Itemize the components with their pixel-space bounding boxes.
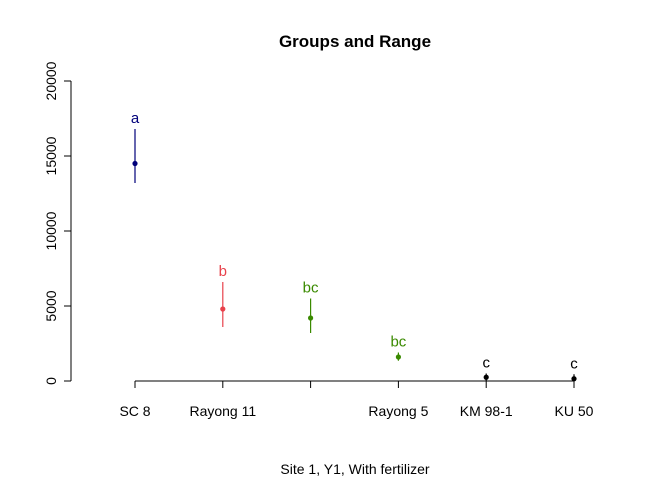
- x-axis: SC 8 Rayong 11 Rayong 5 KM 98-1 KU 50: [119, 380, 594, 419]
- y-tick-label: 20000: [43, 61, 59, 100]
- mean-point: [483, 374, 489, 380]
- mean-point: [220, 306, 226, 312]
- y-tick-label: 5000: [43, 290, 59, 321]
- x-axis-title: Site 1, Y1, With fertilizer: [280, 461, 429, 477]
- group-letter-label: c: [482, 355, 490, 372]
- mean-point: [132, 160, 138, 167]
- mean-point: [308, 315, 314, 321]
- x-tick-label: KM 98-1: [460, 403, 513, 419]
- mean-point: [571, 376, 577, 382]
- group-letter-label: bc: [303, 280, 319, 297]
- y-tick-label: 0: [43, 377, 59, 385]
- chart-title: Groups and Range: [279, 32, 431, 51]
- x-tick-label: SC 8: [119, 403, 150, 419]
- x-tick-label: Rayong 11: [189, 403, 256, 419]
- mean-point: [395, 354, 401, 360]
- group-letter-label: b: [219, 263, 227, 280]
- data-marks: a b bc bc c c: [131, 110, 578, 382]
- group-letter-label: c: [570, 355, 578, 372]
- group-letter-label: bc: [390, 334, 406, 351]
- x-tick-label: Rayong 5: [368, 403, 428, 419]
- group-letter-label: a: [131, 110, 140, 127]
- y-axis: 0 5000 10000 15000 20000: [43, 61, 72, 385]
- y-tick-label: 10000: [43, 211, 59, 250]
- y-tick-label: 15000: [43, 136, 59, 175]
- x-tick-label: KU 50: [555, 403, 594, 419]
